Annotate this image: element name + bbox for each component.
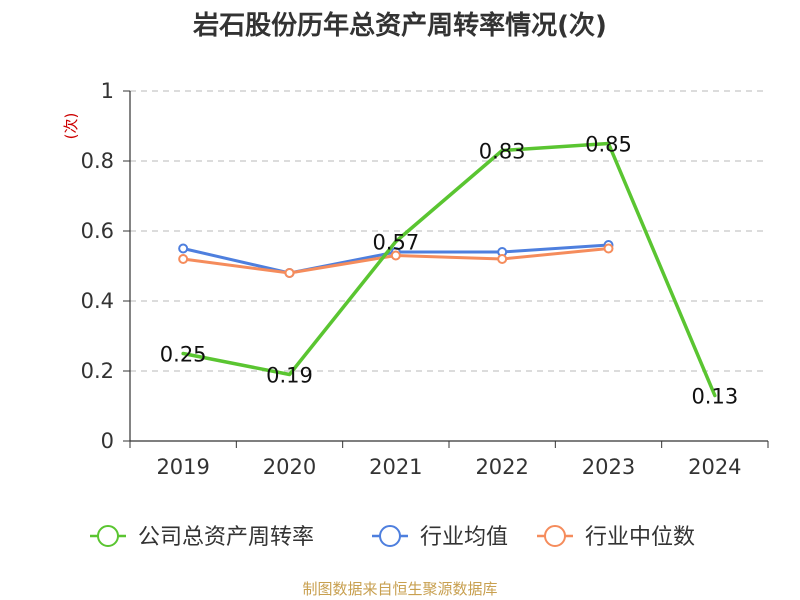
legend-marker-2: [544, 525, 566, 547]
legend: 公司总资产周转率 行业均值 行业中位数: [90, 525, 695, 550]
series-2-point-3: [497, 254, 508, 264]
legend-marker-1: [379, 525, 401, 547]
data-label-2021: 0.57: [372, 231, 419, 255]
series-2-point-1: [284, 268, 295, 278]
legend-label-1: 行业均值: [420, 525, 508, 550]
series-1-point-0: [178, 243, 189, 254]
data-label-2019: 0.25: [160, 343, 207, 367]
chart-title: 岩石股份历年总资产周转率情况(次): [192, 10, 607, 41]
series-group: [178, 141, 717, 398]
y-tick-label-3: 0.6: [81, 219, 114, 243]
axes: [123, 90, 769, 448]
legend-label-0: 公司总资产周转率: [138, 525, 314, 550]
series-2-point-2: [390, 250, 401, 261]
y-tick-label-0: 0: [101, 429, 114, 453]
data-label-2022: 0.83: [479, 140, 526, 164]
x-tick-label-2024: 2024: [688, 455, 741, 479]
x-tick-label-2023: 2023: [582, 455, 635, 479]
y-axis-unit-label: (次): [62, 113, 80, 140]
y-tick-label-1: 0.2: [81, 359, 114, 383]
legend-item-0: 公司总资产周转率: [90, 525, 314, 550]
tick-labels: 0 0.2 0.4 0.6 0.8 1 2019 2020 2021 2022 2023 2024: [81, 79, 742, 479]
series-2-point-4: [603, 243, 614, 254]
legend-label-2: 行业中位数: [585, 525, 695, 550]
y-tick-label-2: 0.4: [81, 289, 114, 313]
data-label-2023: 0.85: [585, 133, 632, 157]
legend-marker-0: [97, 525, 119, 547]
series-2: [178, 243, 614, 278]
legend-item-2: 行业中位数: [537, 525, 695, 550]
data-label-2024: 0.13: [691, 385, 738, 409]
x-tick-label-2020: 2020: [263, 455, 316, 479]
x-tick-label-2021: 2021: [369, 455, 422, 479]
series-2-point-0: [178, 254, 189, 264]
y-tick-label-5: 1: [101, 79, 114, 103]
x-tick-label-2022: 2022: [475, 455, 528, 479]
x-tick-label-2019: 2019: [156, 455, 209, 479]
data-label-2020: 0.19: [266, 364, 313, 388]
grid-lines: [130, 90, 768, 372]
data-labels: 0.25 0.19 0.57 0.83 0.85 0.13: [160, 133, 738, 409]
legend-item-1: 行业均值: [372, 525, 508, 550]
source-note: 制图数据来自恒生聚源数据库: [302, 580, 497, 598]
series-0: [181, 141, 717, 398]
y-tick-label-4: 0.8: [81, 149, 114, 173]
series-line-0: [181, 141, 717, 398]
